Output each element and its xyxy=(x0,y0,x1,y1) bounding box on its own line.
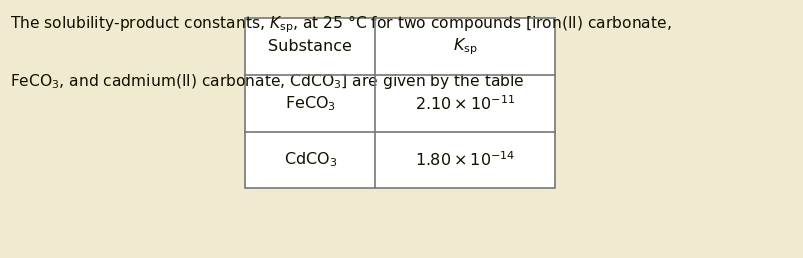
Text: The solubility-product constants, $K_{\mathrm{sp}}$, at 25 °C for two compounds : The solubility-product constants, $K_{\m… xyxy=(10,13,671,35)
Text: CdCO$_3$: CdCO$_3$ xyxy=(283,151,336,169)
Text: FeCO$_3$: FeCO$_3$ xyxy=(284,94,336,112)
Text: FeCO$_3$, and cadmium(II) carbonate, CdCO$_3$] are given by the table: FeCO$_3$, and cadmium(II) carbonate, CdC… xyxy=(10,72,524,91)
Text: $2.10 \times 10^{-11}$: $2.10 \times 10^{-11}$ xyxy=(414,94,515,112)
Text: Substance: Substance xyxy=(268,39,352,54)
Text: $1.80 \times 10^{-14}$: $1.80 \times 10^{-14}$ xyxy=(414,151,515,169)
Text: $K_{\mathrm{sp}}$: $K_{\mathrm{sp}}$ xyxy=(452,36,477,57)
